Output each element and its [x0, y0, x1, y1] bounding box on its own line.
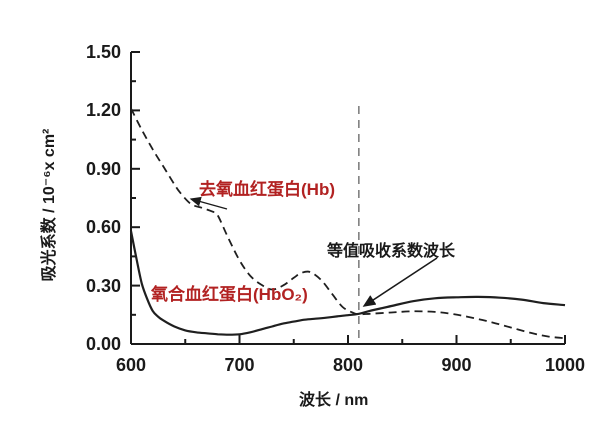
x-tick-label: 1000 — [544, 355, 586, 375]
x-axis-title: 波长 / nm — [299, 392, 369, 409]
y-tick-label: 1.50 — [85, 42, 121, 62]
hb-curve-dashed — [130, 108, 566, 340]
hbo2-curve-label: 氧合血红蛋白(HbO₂) — [151, 285, 308, 304]
hbo2-curve-solid — [129, 230, 566, 336]
y-tick-label: 0.60 — [85, 217, 121, 238]
x-tick-label: 700 — [224, 355, 255, 375]
y-axis-title: 吸光系数 / 10⁻⁶x cm² — [41, 128, 58, 282]
x-tick-label: 800 — [332, 355, 364, 375]
hb-label-leader-arrow — [189, 196, 228, 210]
isosbestic-annotation: 等值吸收系数波长 — [327, 243, 456, 260]
annotation-arrow — [362, 257, 438, 307]
y-tick-label: 0.90 — [85, 158, 121, 179]
y-tick-label: 0.00 — [85, 334, 121, 354]
y-tick-label: 1.20 — [85, 100, 121, 121]
x-tick-label: 900 — [441, 355, 472, 375]
hb-curve-label: 去氧血红蛋白(Hb) — [199, 180, 335, 199]
y-tick-label: 0.30 — [85, 275, 121, 296]
x-tick-label: 600 — [115, 355, 147, 375]
